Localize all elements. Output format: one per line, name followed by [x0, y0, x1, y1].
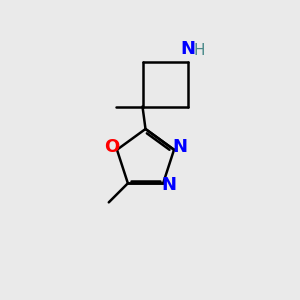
- Text: N: N: [180, 40, 195, 58]
- Text: O: O: [104, 138, 119, 156]
- Text: N: N: [161, 176, 176, 194]
- Text: N: N: [172, 138, 187, 156]
- Text: H: H: [193, 44, 205, 59]
